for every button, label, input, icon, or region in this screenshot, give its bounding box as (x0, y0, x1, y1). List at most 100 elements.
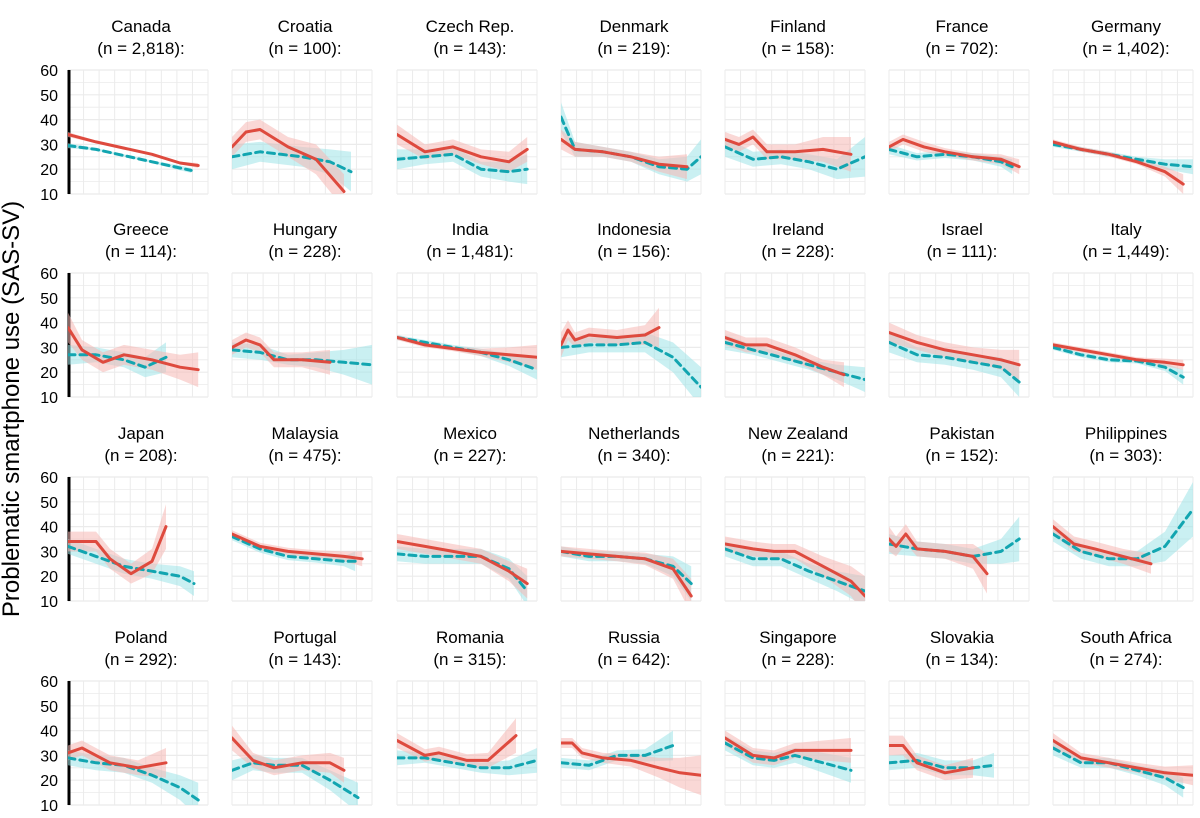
panel-germany: Germany (n = 1,402): (1052, 17, 1194, 195)
panel-n-label: (n = 152): (925, 446, 998, 465)
panel-title: Slovakia (930, 628, 995, 647)
panel-title: Netherlands (588, 424, 680, 443)
plot-area (725, 730, 853, 783)
panel-n-label: (n = 158): (761, 39, 834, 58)
panel-title: Croatia (278, 17, 333, 36)
series-a-band (397, 534, 528, 599)
plot-area (397, 718, 537, 776)
panel-denmark: Denmark (n = 219): (560, 17, 702, 195)
panel-japan: Japan (n = 208): 10 20 30 40 50 60 (40, 424, 209, 611)
series-a-line (232, 532, 364, 561)
panel-south-africa: South Africa (n = 274): (1052, 628, 1194, 806)
y-tick-label: 60 (40, 63, 58, 80)
series-a-line (725, 135, 853, 156)
series-b-line (1053, 345, 1185, 379)
panel-title: Poland (115, 628, 168, 647)
y-tick-label: 30 (40, 340, 58, 357)
panel-russia: Russia (n = 642): (560, 628, 702, 806)
plot-area (725, 129, 865, 180)
y-tick-label: 30 (40, 544, 58, 561)
grid (67, 69, 209, 195)
panel-n-label: (n = 208): (104, 446, 177, 465)
panel-n-label: (n = 114): (105, 242, 177, 261)
series-a-band (232, 530, 363, 567)
grid (1052, 69, 1194, 195)
series-a-line (725, 736, 853, 760)
y-tick-label: 60 (40, 674, 58, 691)
panel-n-label: (n = 228): (268, 242, 341, 261)
series-b-line (889, 340, 1021, 384)
y-tick-label: 60 (40, 470, 58, 487)
series-a-line (1053, 343, 1185, 367)
series-a-band (68, 312, 199, 388)
panel-title: New Zealand (748, 424, 848, 443)
panel-n-label: (n = 315): (433, 650, 506, 669)
panel-title: Germany (1091, 17, 1161, 36)
plot-area (725, 330, 865, 392)
panel-slovakia: Slovakia (n = 134): (888, 628, 1030, 806)
series-a-line (889, 331, 1021, 367)
panel-indonesia: Indonesia (n = 156): (560, 220, 702, 398)
panel-title: France (936, 17, 989, 36)
series-a-band (561, 307, 659, 358)
panel-czech-rep: Czech Rep. (n = 143): (396, 17, 538, 195)
panel-poland: Poland (n = 292): 10 20 30 40 50 60 (40, 628, 209, 815)
panel-title: South Africa (1080, 628, 1172, 647)
panel-title: Malaysia (271, 424, 339, 443)
panel-greece: Greece (n = 114): 10 20 30 40 50 60 (40, 220, 209, 407)
panel-singapore: Singapore (n = 228): (724, 628, 866, 806)
panel-n-label: (n = 111): (927, 242, 998, 261)
panel-title: Czech Rep. (426, 17, 515, 36)
series-a-line (68, 326, 200, 372)
plot-area (889, 322, 1021, 397)
grid (396, 272, 538, 398)
series-a-line (889, 532, 989, 576)
series-b-line (232, 761, 360, 800)
panel-title: Mexico (443, 424, 497, 443)
series-b-band (561, 332, 701, 397)
panel-netherlands: Netherlands (n = 340): (560, 424, 702, 602)
series-a-band (561, 738, 701, 796)
panel-n-label: (n = 143): (433, 39, 506, 58)
y-tick-label: 30 (40, 748, 58, 765)
panel-france: France (n = 702): (888, 17, 1030, 195)
panel-n-label: (n = 1,402): (1082, 39, 1169, 58)
series-b-line (1053, 507, 1193, 561)
series-a-line (561, 137, 689, 169)
series-a-line (397, 336, 537, 359)
series-a-line (725, 542, 865, 598)
series-b-band (232, 532, 356, 572)
series-a-line (232, 338, 332, 364)
panel-n-label: (n = 156): (597, 242, 670, 261)
panel-ireland: Ireland (n = 228): (724, 220, 866, 398)
panel-n-label: (n = 340): (597, 446, 670, 465)
series-b-line (68, 144, 193, 172)
series-a-line (1053, 525, 1153, 566)
series-b-line (561, 744, 675, 767)
plot-area (1053, 733, 1193, 798)
series-b-line (68, 756, 200, 802)
plot-area (889, 134, 1021, 175)
series-b-line (889, 758, 996, 770)
series-a-line (232, 128, 346, 193)
panel-title: Israel (941, 220, 983, 239)
plot-area (397, 335, 537, 380)
series-a-band (232, 725, 344, 783)
plot-area (561, 307, 701, 397)
panel-n-label: (n = 642): (597, 650, 670, 669)
panel-n-label: (n = 228): (761, 650, 834, 669)
panel-title: Russia (608, 628, 661, 647)
panel-canada: Canada (n = 2,818): 10 20 30 40 50 60 (40, 17, 209, 204)
y-tick-label: 40 (40, 520, 58, 537)
plot-area (232, 725, 360, 805)
plot-area (1053, 139, 1193, 194)
panel-title: Denmark (600, 17, 669, 36)
plot-area (889, 735, 996, 781)
y-tick-label: 50 (40, 291, 58, 308)
panel-n-label: (n = 475): (268, 446, 341, 465)
panel-n-label: (n = 1,449): (1082, 242, 1169, 261)
grid (231, 680, 373, 806)
series-b-line (725, 547, 865, 593)
series-b-line (232, 150, 353, 174)
